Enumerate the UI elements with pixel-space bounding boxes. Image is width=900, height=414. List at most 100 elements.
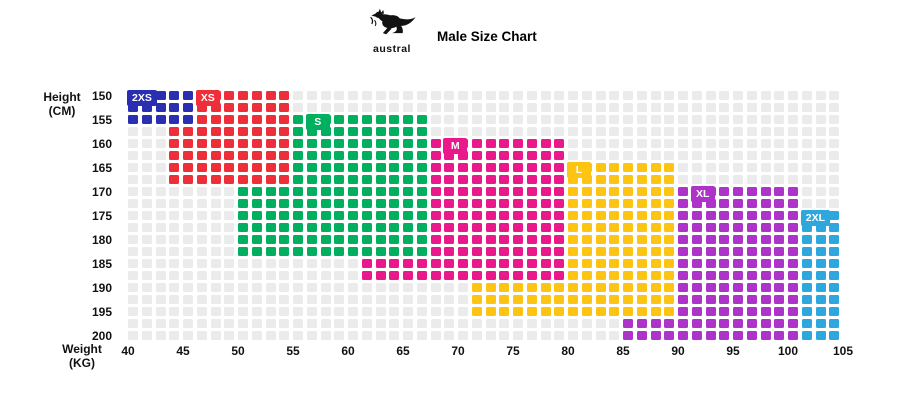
grid-cell (609, 175, 620, 184)
grid-cell (238, 127, 248, 136)
grid-cell (169, 223, 180, 232)
grid-cell (801, 331, 812, 340)
grid-cell (526, 283, 537, 292)
grid-cell (499, 211, 510, 220)
grid-cell (609, 307, 620, 316)
grid-cell (485, 331, 496, 340)
grid-cell (788, 103, 798, 112)
size-label-2xs: 2XS (127, 89, 157, 106)
grid-cell (183, 139, 193, 148)
grid-cell (155, 175, 166, 184)
grid-cell (623, 103, 633, 112)
grid-cell (306, 163, 317, 172)
grid-cell (746, 295, 757, 304)
grid-cell (554, 223, 565, 232)
grid-cell (389, 271, 400, 280)
grid-cell (141, 187, 152, 196)
grid-cell (691, 295, 702, 304)
grid-cell (485, 91, 496, 100)
grid-cell (265, 163, 276, 172)
grid-cell (815, 307, 826, 316)
grid-cell (458, 199, 468, 208)
grid-cell (416, 247, 427, 256)
grid-cell (444, 331, 455, 340)
grid-cell (513, 127, 523, 136)
grid-cell (788, 259, 798, 268)
grid-cell (430, 199, 441, 208)
grid-cell (224, 247, 235, 256)
grid-cell (279, 91, 290, 100)
grid-cell (128, 187, 138, 196)
grid-cell (444, 127, 455, 136)
grid-cell (636, 163, 647, 172)
x-tick-40: 40 (121, 344, 135, 358)
grid-cell (141, 211, 152, 220)
grid-cell (334, 331, 345, 340)
grid-cell (774, 331, 785, 340)
grid-cell (829, 127, 840, 136)
grid-cell (636, 295, 647, 304)
grid-cell (623, 127, 633, 136)
grid-cell (540, 127, 551, 136)
grid-cell (265, 223, 276, 232)
grid-cell (155, 187, 166, 196)
grid-cell (623, 211, 633, 220)
grid-cell (540, 235, 551, 244)
grid-cell (251, 175, 262, 184)
grid-cell (485, 151, 496, 160)
grid-cell (306, 331, 317, 340)
grid-cell (499, 271, 510, 280)
grid-cell (128, 283, 138, 292)
grid-cell (746, 211, 757, 220)
grid-cell (650, 211, 661, 220)
grid-cell (513, 295, 523, 304)
grid-cell (815, 319, 826, 328)
grid-cell (801, 307, 812, 316)
grid-cell (705, 211, 716, 220)
grid-cell (829, 187, 840, 196)
x-axis-label-line1: Weight (62, 342, 102, 356)
grid-cell (265, 295, 276, 304)
grid-cell (183, 319, 193, 328)
grid-cell (746, 223, 757, 232)
grid-cell (251, 295, 262, 304)
grid-cell (348, 175, 358, 184)
grid-cell (210, 271, 221, 280)
grid-cell (733, 115, 743, 124)
grid-cell (581, 139, 592, 148)
grid-cell (568, 319, 578, 328)
grid-cell (540, 295, 551, 304)
grid-cell (141, 331, 152, 340)
grid-cell (320, 247, 331, 256)
grid-cell (224, 103, 235, 112)
grid-cell (361, 223, 372, 232)
grid-cell (636, 331, 647, 340)
grid-cell (733, 103, 743, 112)
grid-cell (801, 295, 812, 304)
grid-cell (691, 103, 702, 112)
grid-cell (210, 295, 221, 304)
grid-cell (719, 319, 730, 328)
grid-cell (801, 235, 812, 244)
grid-cell (774, 187, 785, 196)
grid-cell (568, 151, 578, 160)
grid-cell (183, 103, 193, 112)
grid-cell (760, 199, 771, 208)
grid-cell (403, 175, 413, 184)
grid-cell (691, 91, 702, 100)
grid-cell (183, 307, 193, 316)
grid-cell (801, 187, 812, 196)
grid-cell (293, 103, 303, 112)
grid-cell (499, 127, 510, 136)
grid-cell (320, 187, 331, 196)
brand-name: austral (373, 43, 411, 55)
grid-cell (513, 223, 523, 232)
grid-cell (389, 91, 400, 100)
grid-cell (485, 175, 496, 184)
grid-cell (265, 235, 276, 244)
grid-cell (279, 163, 290, 172)
grid-cell (540, 151, 551, 160)
grid-cell (444, 259, 455, 268)
grid-cell (403, 163, 413, 172)
grid-cell (650, 235, 661, 244)
